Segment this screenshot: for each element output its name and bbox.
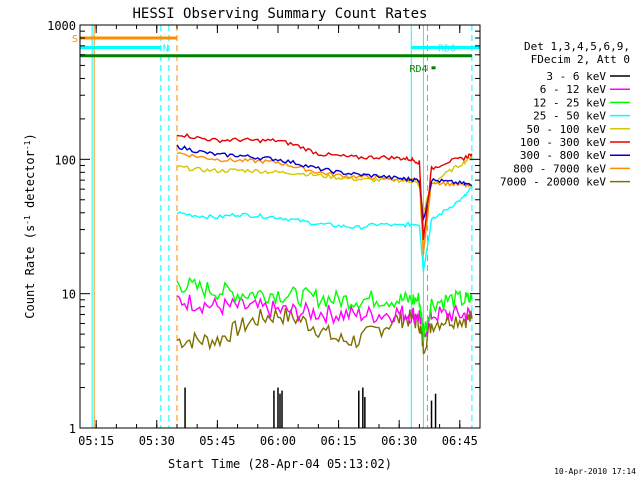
legend-label: 100 - 300 keV — [520, 136, 606, 149]
y-axis: 1 10 100 1000 — [47, 19, 480, 436]
legend-header: Det 1,3,4,5,6,9, — [524, 40, 630, 53]
flag-label: N — [163, 43, 169, 54]
flag-label: RD0 — [438, 43, 456, 54]
x-tick-label: 05:15 — [78, 434, 114, 448]
series-layer — [176, 133, 473, 428]
series-line — [176, 133, 473, 240]
series-line — [176, 186, 473, 272]
y-tick-label: 100 — [54, 153, 76, 167]
series-line — [176, 307, 473, 355]
x-tick-label: 06:45 — [442, 434, 478, 448]
flags: S N RD0 RD4 — [72, 34, 480, 75]
legend-label: 6 - 12 keV — [540, 83, 607, 96]
y-tick-label: 1000 — [47, 19, 76, 33]
x-tick-label: 06:00 — [260, 434, 296, 448]
legend-label: 300 - 800 keV — [520, 149, 606, 162]
legend-header: FDecim 2, Att 0 — [531, 53, 630, 66]
vertical-markers — [91, 25, 473, 428]
x-axis-label: Start Time (28-Apr-04 05:13:02) — [168, 457, 392, 471]
series-line — [176, 276, 473, 342]
legend-label: 25 - 50 keV — [533, 110, 606, 123]
flag-label: S — [72, 34, 78, 45]
legend-label: 800 - 7000 keV — [513, 162, 606, 175]
plot-frame — [79, 24, 481, 429]
x-tick-label: 06:30 — [381, 434, 417, 448]
footer-timestamp: 10-Apr-2010 17:14 — [554, 467, 636, 476]
flag-label: RD4 — [409, 64, 427, 75]
y-axis-label: Count Rate (s-1 detector-1) — [23, 133, 38, 318]
legend-label: 7000 - 20000 keV — [500, 176, 606, 189]
chart-title: HESSI Observing Summary Count Rates — [132, 6, 427, 22]
legend-label: 3 - 6 keV — [546, 70, 606, 83]
y-tick-label: 1 — [69, 422, 76, 436]
series-line — [176, 144, 473, 222]
x-tick-label: 05:45 — [199, 434, 235, 448]
legend-label: 50 - 100 keV — [527, 123, 607, 136]
x-tick-label: 05:30 — [139, 434, 175, 448]
x-tick-label: 06:15 — [321, 434, 357, 448]
x-axis: 05:15 05:30 05:45 06:00 06:15 06:30 06:45 — [78, 25, 481, 448]
legend-label: 12 - 25 keV — [533, 96, 606, 109]
legend: Det 1,3,4,5,6,9,FDecim 2, Att 0 3 - 6 keV… — [500, 40, 630, 189]
y-tick-label: 10 — [62, 288, 76, 302]
